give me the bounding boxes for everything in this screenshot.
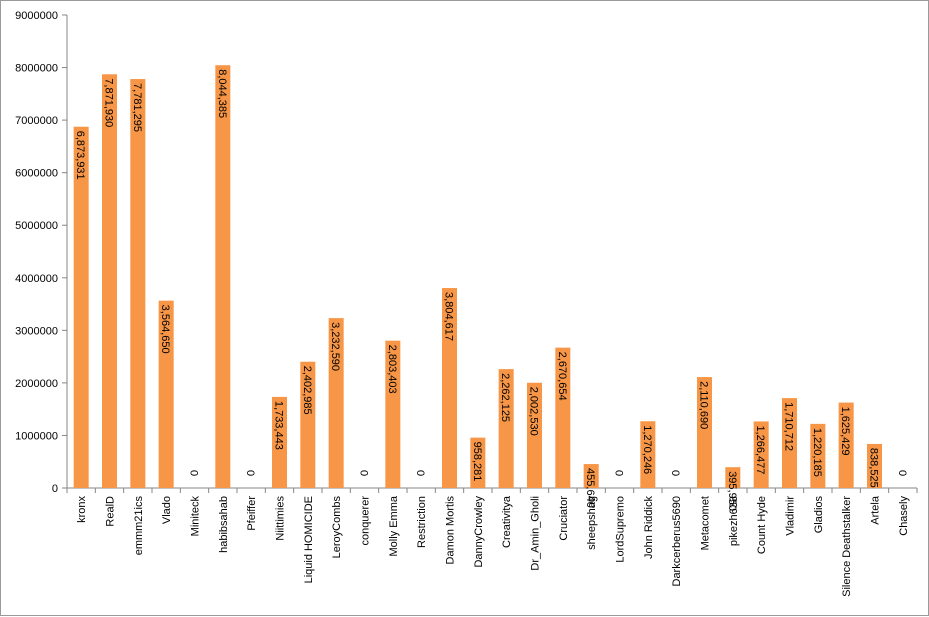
data-label: 2,262,125 xyxy=(499,373,511,422)
category-label: Darkcerberus5690 xyxy=(671,496,683,587)
y-tick-label: 5000000 xyxy=(15,220,58,232)
category-label: LeroyCombs xyxy=(331,496,343,559)
category-label: Metacomet xyxy=(700,496,712,550)
data-label: 1,270,246 xyxy=(641,425,653,474)
bar xyxy=(697,377,712,488)
category-label: Vladimir xyxy=(785,496,797,536)
bar xyxy=(782,398,797,488)
data-label: 7,781,295 xyxy=(131,83,143,132)
data-label: 395,950 xyxy=(726,471,738,511)
y-tick-label: 6000000 xyxy=(15,168,58,180)
y-tick-label: 9000000 xyxy=(15,10,58,22)
category-label: Damon Mortis xyxy=(445,496,457,565)
category-label: Creativitya xyxy=(501,495,513,548)
bar xyxy=(73,126,89,488)
category-label: habibsahab xyxy=(218,496,230,553)
category-label: DannyCrowley xyxy=(473,496,485,568)
data-label: 2,670,654 xyxy=(556,352,568,401)
data-label: 2,002,530 xyxy=(528,387,540,436)
bar xyxy=(725,467,741,488)
bar xyxy=(272,396,287,488)
data-label: 8,044,385 xyxy=(216,69,228,118)
bar xyxy=(300,361,316,488)
data-label: 6,873,931 xyxy=(74,131,86,180)
data-label: 3,564,650 xyxy=(159,305,171,354)
data-label: 0 xyxy=(414,470,426,476)
bar xyxy=(810,423,826,488)
bar xyxy=(385,340,401,488)
category-label: Vlado xyxy=(161,496,173,524)
data-label: 455,640 xyxy=(584,468,596,508)
bar xyxy=(867,443,882,488)
category-label: Dr_Amin_Gholi xyxy=(530,496,542,571)
category-label: Chasely xyxy=(898,496,910,536)
category-label: LordSupremo xyxy=(615,496,627,563)
data-label: 0 xyxy=(188,470,200,476)
category-label: Artela xyxy=(870,495,882,525)
y-tick-label: 1000000 xyxy=(15,430,58,442)
category-label: RealD xyxy=(105,496,117,527)
bar xyxy=(838,402,854,488)
data-label: 2,110,690 xyxy=(698,381,710,429)
data-label: 1,625,429 xyxy=(839,407,851,456)
category-label: sheepshag xyxy=(586,496,598,550)
data-label: 838,525 xyxy=(868,448,880,488)
category-label: Miniteck xyxy=(190,496,202,537)
data-label: 0 xyxy=(669,470,681,476)
data-label: 3,232,590 xyxy=(329,322,341,371)
data-label: 958,281 xyxy=(471,442,483,482)
bar xyxy=(328,318,344,488)
bar xyxy=(130,79,146,489)
data-label: 2,803,403 xyxy=(386,345,398,394)
bar xyxy=(753,421,769,488)
y-tick-label: 8000000 xyxy=(15,63,58,75)
category-label: Count Hyde xyxy=(756,496,768,554)
bar xyxy=(498,369,514,488)
category-label: Gladios xyxy=(813,496,825,534)
data-label: 1,710,712 xyxy=(783,402,795,451)
y-tick-label: 7000000 xyxy=(15,115,58,127)
category-label: Niittimies xyxy=(275,496,287,541)
y-tick-label: 2000000 xyxy=(15,378,58,390)
bar xyxy=(640,421,656,488)
data-label: 3,804,617 xyxy=(443,292,455,341)
data-label: 0 xyxy=(244,470,256,476)
data-label: 1,733,443 xyxy=(273,401,285,450)
bar xyxy=(158,300,174,488)
category-label: Pfeiffer xyxy=(246,496,258,531)
data-label: 7,871,930 xyxy=(103,78,115,127)
bar xyxy=(555,347,571,488)
category-label: John Riddick xyxy=(643,496,655,559)
bar xyxy=(102,74,117,488)
bar xyxy=(527,382,542,488)
bar xyxy=(470,437,486,488)
category-label: Cruciator xyxy=(558,496,570,541)
data-label: 2,402,985 xyxy=(301,366,313,415)
data-label: 0 xyxy=(896,470,908,476)
data-label: 1,220,185 xyxy=(811,428,823,477)
data-label: 0 xyxy=(358,470,370,476)
category-label: emmm21ics xyxy=(133,496,145,556)
category-label: Restriction xyxy=(416,496,428,548)
data-label: 0 xyxy=(613,470,625,476)
category-label: pikezh638 xyxy=(728,496,740,546)
bar xyxy=(442,288,457,488)
category-label: kronx xyxy=(76,496,88,523)
category-label: conquerer xyxy=(360,496,372,546)
bar xyxy=(215,65,231,489)
category-label: Liquid HOMICIDE xyxy=(303,496,315,583)
y-tick-label: 3000000 xyxy=(15,325,58,337)
y-tick-label: 0 xyxy=(52,483,58,495)
y-tick-label: 4000000 xyxy=(15,273,58,285)
category-label: Silence Deathstalker xyxy=(841,496,853,597)
data-label: 1,266,477 xyxy=(754,425,766,474)
category-label: Molly Emma xyxy=(388,495,400,556)
bar xyxy=(583,464,599,488)
